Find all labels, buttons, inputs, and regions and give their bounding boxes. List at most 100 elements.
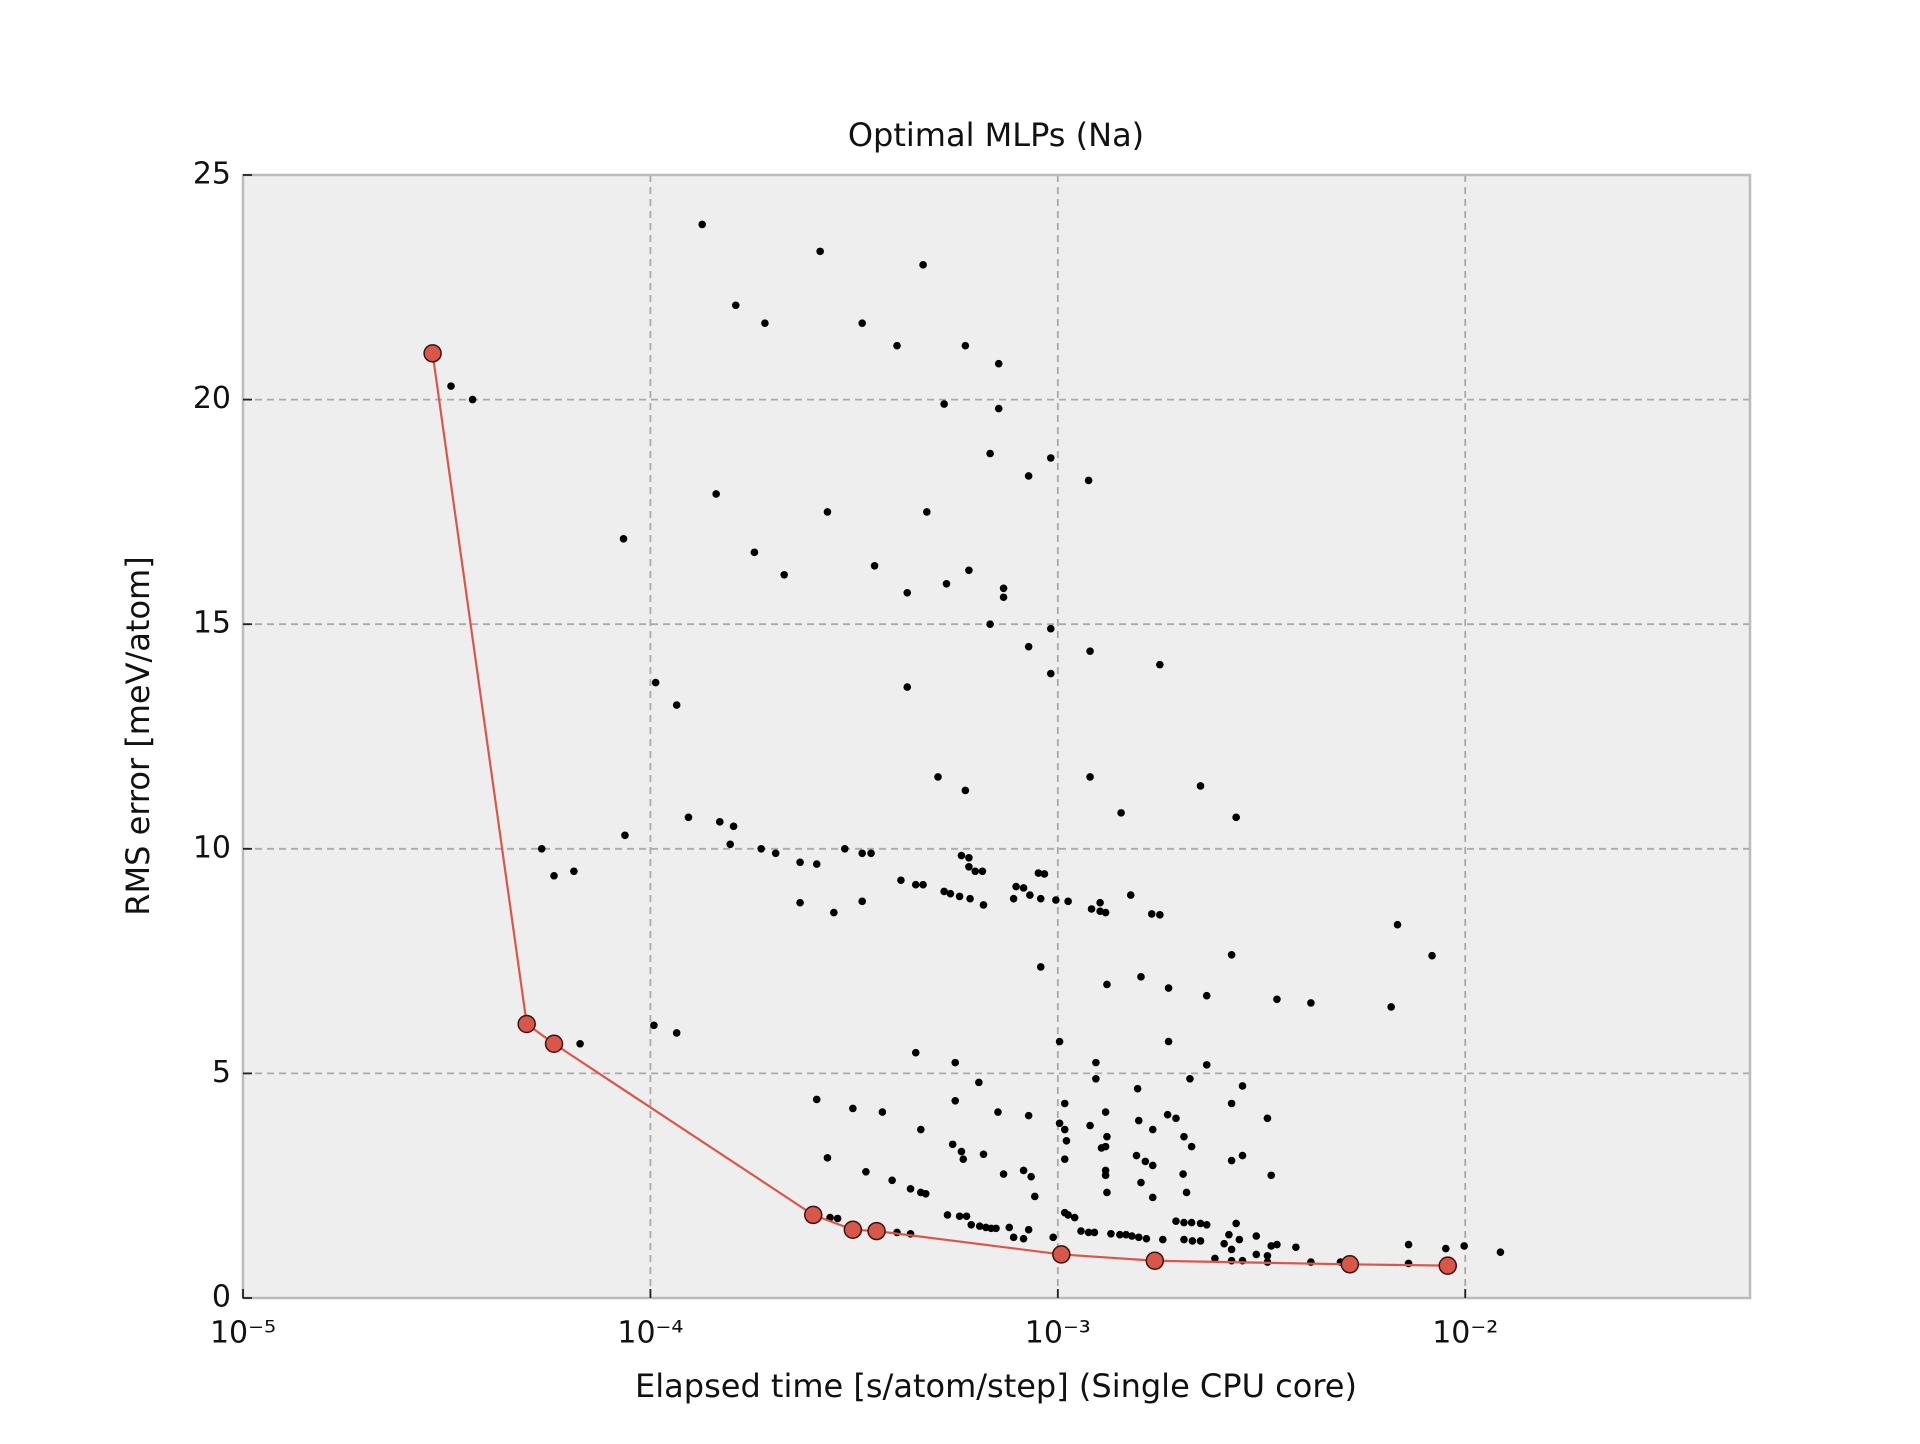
scatter-point [1227, 1245, 1236, 1254]
scatter-point [1117, 809, 1125, 817]
scatter-point [570, 867, 578, 876]
scatter-point [816, 247, 824, 256]
scatter-point [1141, 1157, 1150, 1166]
scatter-point [1116, 1230, 1124, 1239]
scatter-point [1055, 1119, 1064, 1128]
scatter-point [447, 382, 455, 390]
y-tick-label: 10 [193, 830, 231, 865]
scatter-point [1227, 1256, 1236, 1265]
scatter-point [1036, 894, 1045, 903]
scatter-point [961, 786, 970, 795]
scatter-point [830, 908, 838, 917]
scatter-point [1180, 1218, 1188, 1227]
scatter-point [1087, 905, 1096, 913]
y-axis-label: RMS error [meV/atom] [119, 556, 157, 915]
marks [423, 220, 1505, 1275]
axes-frame [241, 173, 1752, 1300]
scatter-point [994, 1108, 1002, 1116]
scatter-point [1187, 1218, 1196, 1227]
scatter-point [893, 341, 901, 350]
scatter-point [1137, 973, 1145, 981]
scatter-point [923, 508, 931, 516]
scatter-point [726, 840, 735, 849]
pareto-point [803, 1205, 823, 1225]
scatter-point [1164, 984, 1173, 992]
scatter-point [731, 301, 740, 310]
scatter-point [1031, 1192, 1039, 1201]
y-tick-label: 15 [193, 606, 231, 641]
scatter-point [1404, 1240, 1413, 1249]
scatter-point [619, 535, 628, 543]
scatter-point [698, 220, 706, 229]
scatter-point [1019, 1166, 1028, 1175]
scatter-point [1026, 891, 1034, 899]
pareto-point [843, 1220, 863, 1239]
scatter-point [979, 1150, 988, 1159]
ticks: 10⁻⁵ 10⁻⁴ 10⁻³ 10⁻² 0 5 10 15 20 25 [193, 157, 1498, 1351]
scatter-point [955, 1212, 964, 1221]
scatter-point [943, 1211, 952, 1219]
scatter-point [1202, 991, 1211, 1000]
scatter-point [1442, 1244, 1450, 1253]
scatter-point [823, 508, 832, 516]
scatter-point [715, 818, 724, 826]
scatter-point [919, 880, 927, 889]
scatter-point [961, 341, 970, 350]
scatter-point [858, 319, 866, 328]
scatter-point [986, 449, 994, 458]
scatter-point [1227, 1156, 1236, 1165]
scatter-point [1092, 1058, 1100, 1067]
scatter-point [934, 773, 942, 781]
scatter-point [1227, 1099, 1236, 1108]
scatter-point [576, 1039, 584, 1048]
scatter-point [1055, 1037, 1064, 1046]
scatter-point [906, 1185, 915, 1193]
y-tick-label: 20 [193, 381, 231, 416]
scatter-point [537, 845, 546, 853]
scatter-point [1460, 1242, 1468, 1250]
x-tick-label: 10⁻² [1432, 1316, 1498, 1351]
scatter-point [1077, 1227, 1085, 1235]
scatter-point [903, 588, 912, 597]
scatter-point [975, 1078, 983, 1087]
pareto-point [544, 1034, 564, 1054]
scatter-point [1148, 1125, 1157, 1134]
pareto-point [517, 1014, 536, 1034]
scatter-point [1252, 1232, 1261, 1240]
plot-area [243, 175, 1750, 1298]
scatter-point [1052, 896, 1060, 904]
scatter-point [1132, 1151, 1141, 1160]
scatter-point [1101, 908, 1110, 917]
scatter-point [951, 1097, 960, 1105]
scatter-point [1103, 980, 1111, 989]
scatter-point [1180, 1132, 1188, 1141]
scatter-point [1273, 1240, 1281, 1249]
scatter-point [1103, 1132, 1111, 1141]
scatter-point [1101, 1171, 1110, 1180]
scatter-point [1133, 1084, 1142, 1093]
scatter-point [911, 1048, 920, 1057]
scatter-point [1227, 951, 1236, 959]
scatter-point [1060, 1099, 1069, 1108]
scatter-point [1211, 1254, 1219, 1263]
x-tick-label: 10⁻⁴ [617, 1316, 683, 1351]
scatter-point [978, 867, 987, 876]
scatter-point [812, 1095, 821, 1104]
scatter-point [946, 889, 955, 898]
scatter-point [1196, 1219, 1205, 1228]
scatter-point [1496, 1248, 1505, 1256]
scatter-point [1182, 1188, 1191, 1197]
scatter-point [1070, 1213, 1079, 1222]
scatter-point [1238, 1082, 1247, 1090]
y-tick-label: 5 [212, 1055, 231, 1090]
scatter-point [1147, 910, 1156, 918]
scatter-point [1024, 1225, 1033, 1234]
scatter-point [1273, 995, 1281, 1004]
scatter-point [650, 1021, 658, 1030]
scatter-point [840, 845, 849, 853]
scatter-point [1019, 1234, 1028, 1243]
scatter-point [1036, 963, 1045, 971]
chart-title: Optimal MLPs (Na) [848, 116, 1144, 154]
scatter-point [1019, 884, 1028, 892]
